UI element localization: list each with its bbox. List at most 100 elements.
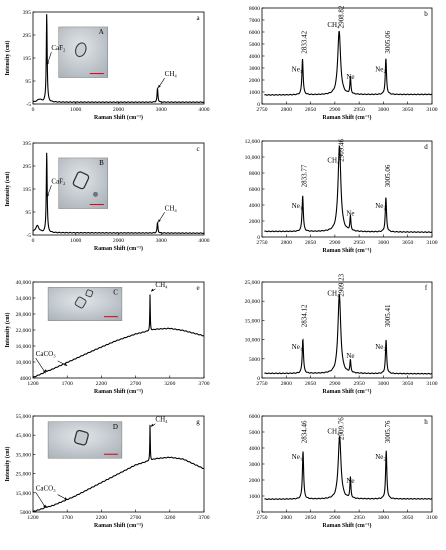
x-axis-label: Raman Shift (cm⁻¹) [94,114,143,121]
inclusion-shape [85,289,94,298]
y-tick-label: 1000 [249,90,260,96]
panel-letter: d [424,143,428,151]
y-tick-label: 5000 [249,42,260,48]
inclusion-shape [74,42,87,58]
y-tick-label: 10,000 [16,360,32,366]
y-tick-label: 3000 [249,66,260,72]
panel-letter: h [424,418,428,426]
y-tick-label: 34,000 [16,296,32,302]
panel-b: 2750 2800 2850 2900 2950 3000 3050 3100 0 1000 200… [249,5,438,121]
annotation-arrowhead [46,194,50,198]
y-tick-label: 6000 [249,414,260,420]
panel-f: 2750 2800 2850 2900 2950 3000 3050 3100 0 5000 10,… [245,273,438,395]
annotation-arrowhead [46,61,50,65]
micrograph-inset: C [47,287,123,321]
annotation-arrowhead [64,363,68,366]
y-tick-label: 55,000 [16,414,32,420]
peak-wavenumber-label: 2909.46 [338,139,346,162]
peak-wavenumber-label: 3005.76 [384,420,392,443]
peak-species-label: Ne₂ [375,453,386,461]
spectrum-line [33,14,204,103]
x-tick-label: 3000 [156,238,167,244]
x-tick-label: 3050 [402,240,413,246]
x-tick-label: 2700 [130,515,141,521]
peak-wavenumber-label: 2833.42 [301,30,309,53]
y-tick-label: 15,000 [245,318,261,324]
peak-species-label: CH₄ [327,21,340,29]
y-tick-label: 8000 [249,6,260,12]
x-tick-label: 1000 [70,238,81,244]
y-tick-label: 15,000 [16,491,32,497]
x-tick-label: 4000 [198,238,209,244]
x-tick-label: 2850 [305,240,316,246]
peak-species-label: Ne₁ [292,202,303,210]
peak-wavenumber-label: 2833.77 [301,164,309,187]
y-tick-label: 25,000 [16,472,32,478]
x-tick-label: 3000 [378,107,389,113]
y-tick-label: 4000 [249,203,260,209]
y-axis-label: Intensity (cnt) [4,446,11,481]
inclusion-shape [74,296,87,309]
y-tick-label: 0 [257,235,260,241]
x-tick-label: 3050 [402,107,413,113]
y-tick-label: 0 [257,510,260,516]
x-tick-label: 1700 [62,381,73,387]
y-tick-label: 20,000 [245,299,261,305]
plot-frame [261,415,433,513]
x-tick-label: 2800 [281,107,292,113]
panel-a: 0 1000 2000 3000 4000 -5 95 195 295 395 Raman Shif… [4,10,210,121]
y-tick-label: 7000 [249,18,260,24]
peak-species-label: Ne₁ [292,343,303,351]
peak-species-label: Ne₂ [375,343,386,351]
y-tick-label: -5 [26,233,31,239]
y-tick-label: 4000 [20,376,31,382]
spectrum-line [264,294,432,375]
y-tick-label: 395 [23,141,32,147]
peak-species-label: CH₄ [327,289,340,297]
annotation-arrowhead [43,370,46,374]
x-tick-label: 2900 [329,381,340,387]
x-tick-label: 3700 [198,381,209,387]
y-tick-label: 2000 [249,478,260,484]
x-tick-label: 2900 [329,515,340,521]
x-tick-label: 2850 [305,107,316,113]
plot-frame [261,281,433,379]
y-tick-label: 25,000 [245,280,261,286]
y-tick-label: 3000 [249,462,260,468]
inclusion-shape [72,171,90,190]
y-tick-label: 5000 [20,510,31,516]
x-tick-label: 2200 [96,515,107,521]
annotation-label: CaCO₃ [36,484,57,492]
annotation-arrowhead [150,288,154,292]
x-tick-label: 2000 [113,107,124,113]
peak-species-label: Ne₂ [375,66,386,74]
y-tick-label: 295 [23,164,32,170]
x-tick-label: 2900 [329,107,340,113]
plot-frame [261,7,433,105]
x-tick-label: 1200 [27,515,38,521]
peak-species-label: CH₄ [327,157,340,165]
x-tick-label: 2800 [281,515,292,521]
panel-letter: f [425,284,428,292]
peak-wavenumber-label: 2909.76 [338,417,346,440]
x-tick-label: 3100 [426,515,437,521]
x-tick-label: 2750 [256,515,267,521]
x-tick-label: 3100 [426,107,437,113]
panel-d: 2750 2800 2850 2900 2950 3000 3050 3100 0 2000 400… [245,139,438,254]
x-tick-label: 1700 [62,515,73,521]
y-tick-label: 16,000 [16,344,32,350]
y-tick-label: 10,000 [245,155,261,161]
x-tick-label: 3200 [164,381,175,387]
peak-species-label: Ne₁ [292,66,303,74]
panel-g: 1200 1700 2200 2700 3200 3700 5000 15,000 25,000… [4,414,210,529]
spectrum-line [33,424,204,512]
x-tick-label: 2950 [354,381,365,387]
y-tick-label: 35,000 [16,452,32,458]
x-tick-label: 3100 [426,381,437,387]
annotation-arrow [35,492,46,508]
x-tick-label: 2750 [256,381,267,387]
x-tick-label: 2850 [305,515,316,521]
x-tick-label: 3050 [402,515,413,521]
annotation-arrow [35,358,46,374]
x-tick-label: 2750 [256,107,267,113]
